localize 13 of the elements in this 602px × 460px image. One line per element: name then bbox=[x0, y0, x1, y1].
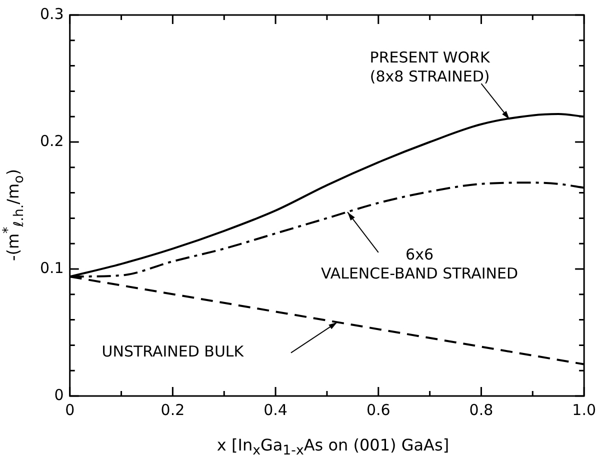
text: UNSTRAINED BULK bbox=[102, 342, 245, 361]
x-tick-label: 0.4 bbox=[264, 400, 288, 419]
series-label: 6x6 VALENCE-BAND STRAINED bbox=[321, 246, 518, 283]
x-tick-label: 0.8 bbox=[469, 400, 494, 419]
text: PRESENT WORK (8x8 STRAINED) bbox=[370, 48, 491, 86]
x-tick-label: 1.0 bbox=[572, 400, 596, 419]
y-tick-label: 0.3 bbox=[40, 4, 64, 23]
y-tick-label: 0.2 bbox=[40, 132, 64, 150]
y-tick-label: 0 bbox=[54, 386, 64, 404]
x-axis-title: x [In$_{x}$Ga$_{1-x}$As on (001) GaAs] bbox=[216, 435, 450, 459]
y-tick-label: 0.1 bbox=[40, 258, 64, 277]
x-tick-label: 0.6 bbox=[366, 400, 390, 419]
x-tick-label: 0.2 bbox=[160, 400, 185, 419]
